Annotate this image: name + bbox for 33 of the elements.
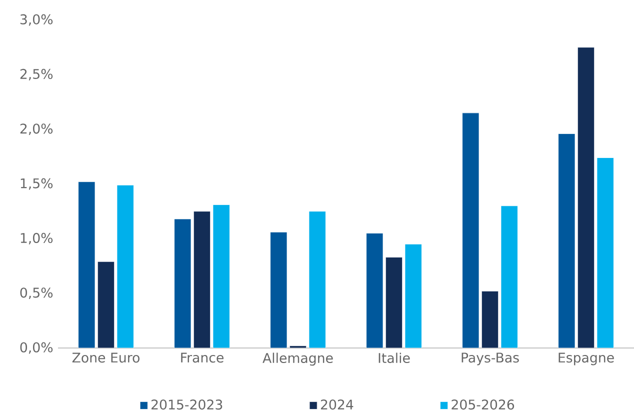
bar [97,261,115,348]
x-tick-label: France [181,352,224,363]
y-tick-label: 0,5% [20,288,53,300]
y-tick-label: 2,5% [20,68,53,80]
bar [577,47,595,348]
bar [308,211,326,348]
y-tick-label: 2,0% [20,124,53,136]
bar [78,182,96,348]
y-tick-label: 1,5% [20,178,53,190]
y-tick-label: 1,0% [20,232,53,244]
bar [558,134,576,348]
x-tick-label: Espagne [558,352,614,366]
x-tick-label: Zone Euro [72,352,140,363]
bar [404,244,422,348]
bar [385,257,403,348]
bar [462,112,480,348]
bar [366,233,384,348]
x-tick-label: Italie [378,352,410,364]
bar [481,290,499,348]
legend-label: 2015-2023 [152,400,222,410]
bar [212,204,230,348]
bar [174,218,192,348]
legend-label: 2024 [320,400,354,410]
bar [270,232,288,348]
y-tick-label: 0,0% [20,342,53,354]
legend-label: 205-2026 [452,400,514,410]
bar [596,158,614,348]
bar [116,184,134,348]
x-tick-label: Allemagne [262,352,333,366]
x-tick-label: Pays-Bas [462,352,519,366]
y-tick-label: 3,0% [20,14,53,26]
bar [193,211,211,348]
bar [500,206,518,348]
